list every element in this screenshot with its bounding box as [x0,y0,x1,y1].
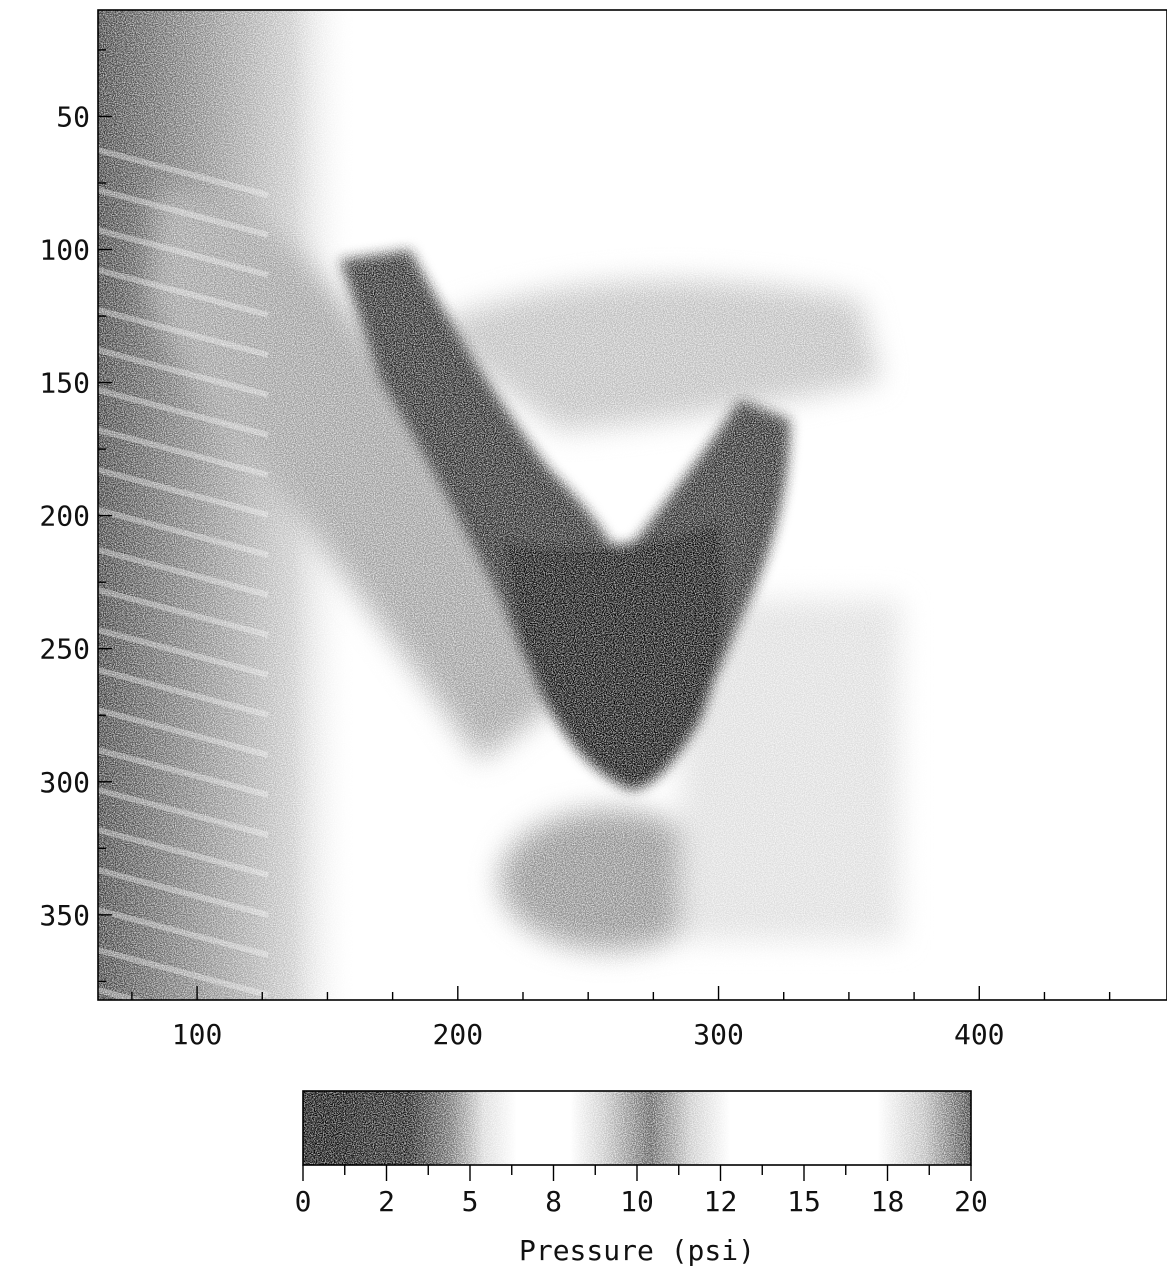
stripe [98,547,269,598]
stripe [98,747,269,798]
x-tick-label: 200 [433,1018,484,1051]
plot-frame [97,9,1167,1001]
colorbar-tick-label: 12 [704,1185,738,1218]
y-tick-label: 350 [39,899,90,932]
stripe [98,427,269,478]
stripe [98,867,269,918]
stripe [98,827,269,878]
stripe [98,707,269,758]
stripe [98,467,269,518]
stripe [98,587,269,638]
colorbar-label: Pressure (psi) [519,1234,755,1267]
colorbar-tick-label: 20 [954,1185,988,1218]
y-tick-label: 150 [39,367,90,400]
x-tick-label: 300 [693,1018,744,1051]
colorbar-tick-label: 15 [787,1185,821,1218]
y-tick-label: 250 [39,633,90,666]
colorbar-tick-label: 2 [378,1185,395,1218]
colorbar-tick-label: 10 [620,1185,654,1218]
stripe [98,187,269,238]
stripe [98,347,269,398]
colorbar-tick-label: 8 [545,1185,562,1218]
stripe [98,387,269,438]
x-axis: 100 200 300 400 [131,986,1111,1051]
colorbar-tick-label: 18 [871,1185,905,1218]
stripe [98,307,269,358]
y-tick-label: 50 [56,100,90,133]
x-tick-label: 100 [172,1018,223,1051]
colorbar-tick-label: 0 [295,1185,312,1218]
stripe [98,667,269,718]
stripe [98,227,269,278]
y-axis: 50 100 150 200 250 300 350 [39,49,112,983]
colorbar-axis: 0 2 5 8 10 12 15 18 20 [295,1165,988,1218]
y-tick-label: 300 [39,766,90,799]
stripe [98,267,269,318]
left-edge-stripes [98,147,269,1000]
x-tick-label: 400 [954,1018,1005,1051]
stripe [98,947,269,998]
stripe [98,787,269,838]
stripe [98,507,269,558]
colorbar-tick-label: 5 [462,1185,479,1218]
y-tick-label: 100 [39,234,90,267]
stripe [98,907,269,958]
pressure-heatmap [98,10,1167,1000]
stripe [98,987,148,1000]
stripe [98,147,269,198]
stripe [98,627,269,678]
y-tick-label: 200 [39,500,90,533]
pressure-colorbar: 0 2 5 8 10 12 15 18 20 Pressure (psi) [295,1090,988,1267]
